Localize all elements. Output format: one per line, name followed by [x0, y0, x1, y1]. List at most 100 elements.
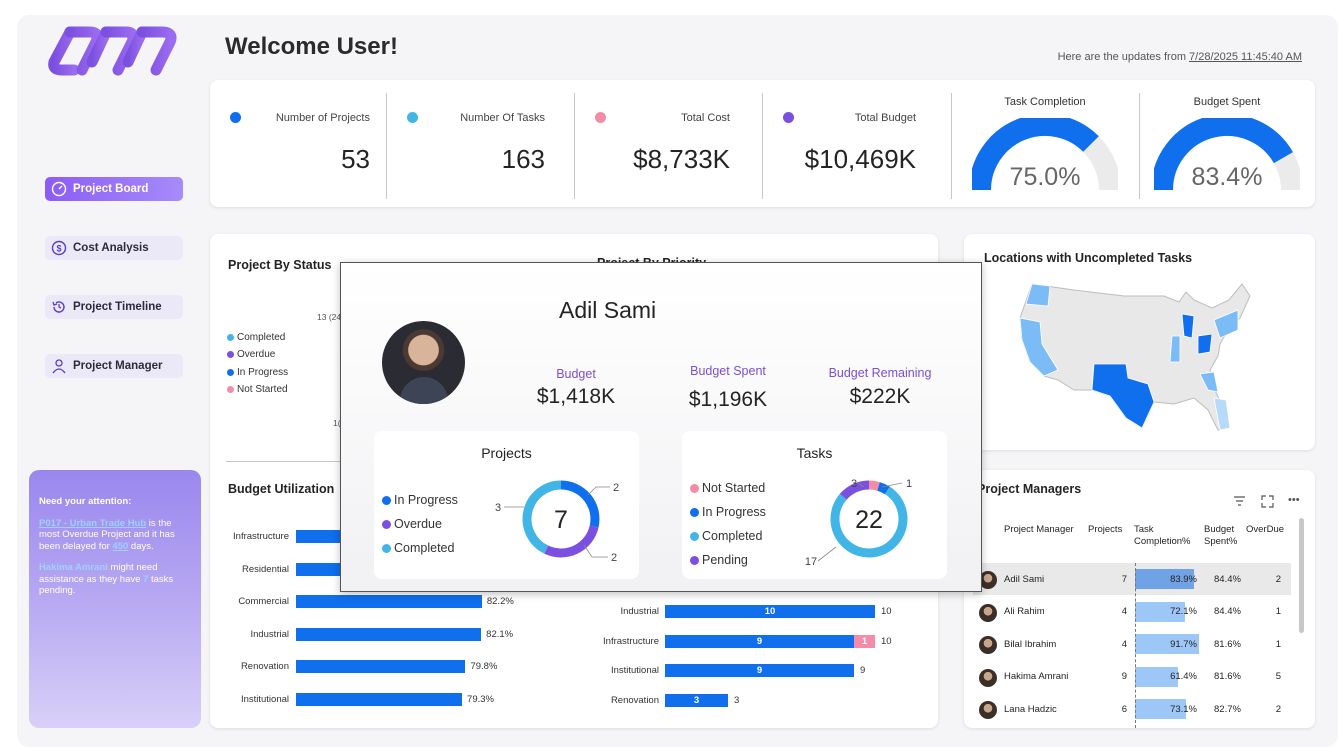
table-row[interactable]: Hakima Amrani 9 61.4% 81.6% 5: [973, 661, 1291, 693]
bar-label: Infrastructure: [603, 635, 659, 647]
priority-bar-extra[interactable]: 1: [854, 634, 875, 648]
table-cell: 84.4%: [1214, 573, 1241, 585]
status-chart-title: Project By Status: [228, 258, 332, 272]
history-icon: [52, 301, 65, 313]
kpi-value: 53: [341, 144, 370, 174]
priority-bar[interactable]: 3: [665, 693, 728, 707]
user-icon: [52, 359, 66, 374]
updates-timestamp: Here are the updates from 7/28/2025 11:4…: [1058, 51, 1302, 63]
donut-segment[interactable]: [522, 480, 562, 554]
table-cell: 1: [1275, 606, 1281, 617]
avatar: [382, 321, 465, 404]
filter-icon[interactable]: [1233, 495, 1246, 507]
table-row[interactable]: Ali Rahim 4 72.1% 84.4% 1: [973, 596, 1291, 628]
priority-bar[interactable]: 9: [665, 634, 854, 648]
table-cell: 2: [1275, 573, 1281, 585]
manager-name: Adil Sami: [559, 297, 657, 323]
nav-project-manager[interactable]: Project Manager: [45, 354, 183, 378]
col-header[interactable]: OverDue: [1246, 524, 1285, 535]
donut-segment[interactable]: [830, 486, 908, 558]
priority-bar[interactable]: 10: [665, 605, 875, 618]
manager-tooltip: Adil Sami Budget $1,418K Budget Spent $1…: [340, 262, 982, 592]
bar-total: 10: [881, 635, 892, 647]
utilization-bar[interactable]: [296, 692, 463, 706]
task-completion-bar: [1135, 569, 1194, 589]
bar-label: Residential: [242, 563, 289, 575]
donut-data-label: 3: [495, 502, 501, 514]
us-map[interactable]: [1014, 278, 1254, 436]
donut-total: 7: [554, 506, 568, 534]
tasks-donut-card: Tasks Not Started In Progress Completed …: [682, 431, 947, 579]
table-cell: 81.6%: [1214, 671, 1241, 682]
scrollbar[interactable]: [1299, 518, 1304, 633]
kpi-label: Number of Projects: [275, 112, 370, 124]
bar-total: 3: [734, 694, 740, 706]
legend-item: Completed: [382, 541, 454, 555]
attention-project-text: P017 - Urban Trade Hub is the most Overd…: [39, 517, 175, 552]
nav-label: Project Timeline: [73, 301, 162, 313]
manager-name[interactable]: Hakima Amrani: [39, 562, 108, 573]
attention-heading: Need your attention:: [39, 496, 132, 507]
table-cell: 5: [1275, 671, 1281, 682]
more-options-icon[interactable]: •••: [1288, 494, 1300, 506]
col-header[interactable]: Budget Spent%: [1204, 524, 1238, 547]
legend-item: In Progress: [382, 493, 458, 507]
donut-segment[interactable]: [560, 480, 600, 528]
table-cell: 83.9%: [1170, 573, 1197, 585]
nav-project-timeline[interactable]: Project Timeline: [45, 295, 183, 319]
legend-item: Not Started: [227, 384, 288, 395]
table-cell: 9: [1121, 671, 1127, 682]
donut-data-label: 1: [906, 478, 912, 490]
bar-label: Industrial: [620, 606, 659, 617]
bar-label: Industrial: [250, 628, 289, 640]
donut-segment[interactable]: [868, 480, 880, 491]
leader-line: [583, 544, 608, 558]
leader-line: [857, 482, 865, 488]
projects-donut: 7 2 3 2: [495, 480, 619, 564]
attention-manager-text: Hakima Amrani might need assistance as t…: [39, 562, 174, 596]
avatar: [979, 701, 997, 719]
tasks-title: Tasks: [796, 445, 833, 461]
map-title: Locations with Uncompleted Tasks: [984, 251, 1193, 265]
table-row[interactable]: Adil Sami 7 83.9% 84.4% 2: [973, 563, 1291, 595]
nav-project-board[interactable]: Project Board: [45, 177, 183, 201]
task-completion-bar: [1135, 699, 1187, 719]
kpi-divider: [574, 93, 575, 199]
legend-item: Completed: [690, 529, 762, 543]
table-cell: Ali Rahim: [1004, 606, 1045, 617]
donut-segment[interactable]: [877, 482, 890, 495]
col-header[interactable]: Projects: [1088, 524, 1123, 535]
donut-segment[interactable]: [544, 525, 599, 558]
table-cell: 4: [1121, 606, 1127, 617]
focus-mode-icon[interactable]: [1261, 495, 1274, 508]
leader-line: [881, 482, 903, 488]
overdue-project-link[interactable]: P017 - Urban Trade Hub: [39, 517, 147, 529]
kpi-label: Total Budget: [854, 112, 916, 124]
bar-value: 79.8%: [470, 661, 498, 672]
divider: [226, 461, 340, 462]
legend-item: Overdue: [382, 517, 442, 531]
kpi-dot: [783, 112, 794, 123]
legend-item: In Progress: [227, 367, 288, 378]
gauge-icon: [51, 181, 67, 197]
priority-bar[interactable]: 9: [665, 664, 854, 677]
kpi-projects: Number of Projects 53: [210, 92, 386, 200]
kpi-divider: [951, 93, 952, 199]
table-cell: Bilal Ibrahim: [1004, 638, 1057, 650]
table-row[interactable]: Bilal Ibrahim 4 91.7% 81.6% 1: [973, 628, 1291, 660]
kpi-total-budget: Total Budget $10,469K: [763, 92, 932, 200]
utilization-bar[interactable]: [296, 660, 466, 673]
task-completion-gauge: 75.0%: [972, 118, 1118, 191]
spent-label: Budget Spent: [690, 364, 766, 378]
table-cell: 81.6%: [1214, 638, 1241, 650]
col-header[interactable]: Task Completion%: [1134, 524, 1191, 547]
utilization-bar[interactable]: [296, 627, 482, 641]
nav-cost-analysis[interactable]: $ Cost Analysis: [45, 236, 183, 260]
updates-date-link[interactable]: 7/28/2025 11:45:40 AM: [1189, 51, 1302, 63]
bar-label: Institutional: [610, 665, 659, 676]
table-row[interactable]: Lana Hadzic 6 73.1% 82.7% 2: [973, 693, 1291, 725]
donut-segment[interactable]: [839, 480, 870, 500]
col-header[interactable]: Project Manager: [1004, 524, 1074, 535]
utilization-bar[interactable]: [296, 595, 482, 608]
legend-item: In Progress: [690, 505, 766, 519]
